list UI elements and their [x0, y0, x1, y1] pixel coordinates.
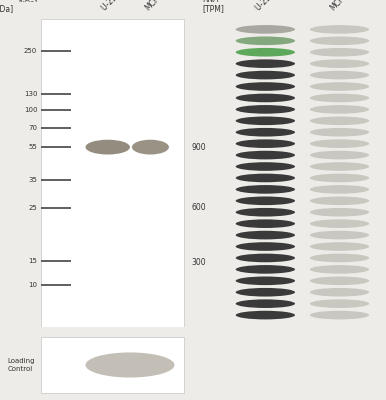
Ellipse shape	[236, 208, 295, 216]
Text: 600: 600	[191, 203, 206, 212]
Ellipse shape	[310, 162, 369, 171]
Ellipse shape	[236, 105, 295, 114]
Text: MCF-7: MCF-7	[328, 0, 352, 13]
Ellipse shape	[236, 151, 295, 160]
Ellipse shape	[236, 174, 295, 182]
Ellipse shape	[310, 174, 369, 182]
Ellipse shape	[236, 36, 295, 45]
Ellipse shape	[236, 94, 295, 102]
Ellipse shape	[310, 288, 369, 296]
Text: U-251 MG: U-251 MG	[254, 0, 287, 13]
FancyBboxPatch shape	[41, 337, 184, 393]
Ellipse shape	[310, 71, 369, 80]
Ellipse shape	[310, 276, 369, 285]
Ellipse shape	[310, 265, 369, 274]
Ellipse shape	[310, 219, 369, 228]
Ellipse shape	[310, 48, 369, 56]
Ellipse shape	[236, 311, 295, 320]
Ellipse shape	[310, 242, 369, 251]
Ellipse shape	[310, 36, 369, 45]
FancyBboxPatch shape	[41, 18, 184, 327]
Ellipse shape	[236, 128, 295, 136]
Ellipse shape	[236, 82, 295, 91]
Ellipse shape	[236, 276, 295, 285]
Text: 100%: 100%	[254, 333, 276, 342]
Ellipse shape	[236, 185, 295, 194]
Ellipse shape	[236, 162, 295, 171]
Ellipse shape	[310, 128, 369, 136]
Text: 35: 35	[28, 178, 37, 184]
Text: 55: 55	[29, 144, 37, 150]
Text: [kDa]: [kDa]	[0, 4, 13, 13]
Text: 25: 25	[29, 205, 37, 211]
Ellipse shape	[310, 105, 369, 114]
Ellipse shape	[236, 196, 295, 205]
Ellipse shape	[310, 254, 369, 262]
Ellipse shape	[310, 82, 369, 91]
Ellipse shape	[236, 219, 295, 228]
Ellipse shape	[236, 265, 295, 274]
Ellipse shape	[310, 311, 369, 320]
Text: RNA
[TPM]: RNA [TPM]	[202, 0, 224, 13]
Text: 300: 300	[191, 258, 206, 266]
Ellipse shape	[236, 242, 295, 251]
Ellipse shape	[236, 288, 295, 296]
Ellipse shape	[310, 196, 369, 205]
Text: 70: 70	[28, 125, 37, 131]
Text: 100: 100	[24, 106, 37, 112]
Ellipse shape	[236, 231, 295, 240]
Text: SPARC: SPARC	[287, 354, 314, 364]
Ellipse shape	[85, 140, 130, 154]
Text: 130: 130	[24, 91, 37, 97]
Ellipse shape	[236, 25, 295, 34]
Ellipse shape	[310, 94, 369, 102]
Text: MCF-7: MCF-7	[143, 0, 166, 13]
Text: Loading
Control: Loading Control	[8, 358, 35, 372]
Ellipse shape	[310, 59, 369, 68]
Text: 250: 250	[24, 48, 37, 54]
Text: High: High	[99, 341, 117, 350]
Ellipse shape	[310, 231, 369, 240]
Ellipse shape	[236, 139, 295, 148]
Text: 0%: 0%	[334, 333, 345, 342]
Ellipse shape	[236, 71, 295, 80]
Text: 900: 900	[191, 143, 206, 152]
Text: U-251 MG: U-251 MG	[100, 0, 133, 13]
Ellipse shape	[236, 59, 295, 68]
Ellipse shape	[310, 116, 369, 125]
Ellipse shape	[85, 352, 174, 378]
Text: 15: 15	[28, 258, 37, 264]
Ellipse shape	[310, 139, 369, 148]
Ellipse shape	[236, 116, 295, 125]
Text: Low: Low	[143, 341, 158, 350]
Ellipse shape	[236, 254, 295, 262]
Text: [kDa]: [kDa]	[18, 0, 37, 6]
Ellipse shape	[310, 25, 369, 34]
Text: 10: 10	[28, 282, 37, 288]
Ellipse shape	[236, 48, 295, 56]
Ellipse shape	[132, 140, 169, 154]
Ellipse shape	[310, 299, 369, 308]
Ellipse shape	[310, 185, 369, 194]
Ellipse shape	[236, 299, 295, 308]
Ellipse shape	[310, 208, 369, 216]
Ellipse shape	[310, 151, 369, 160]
